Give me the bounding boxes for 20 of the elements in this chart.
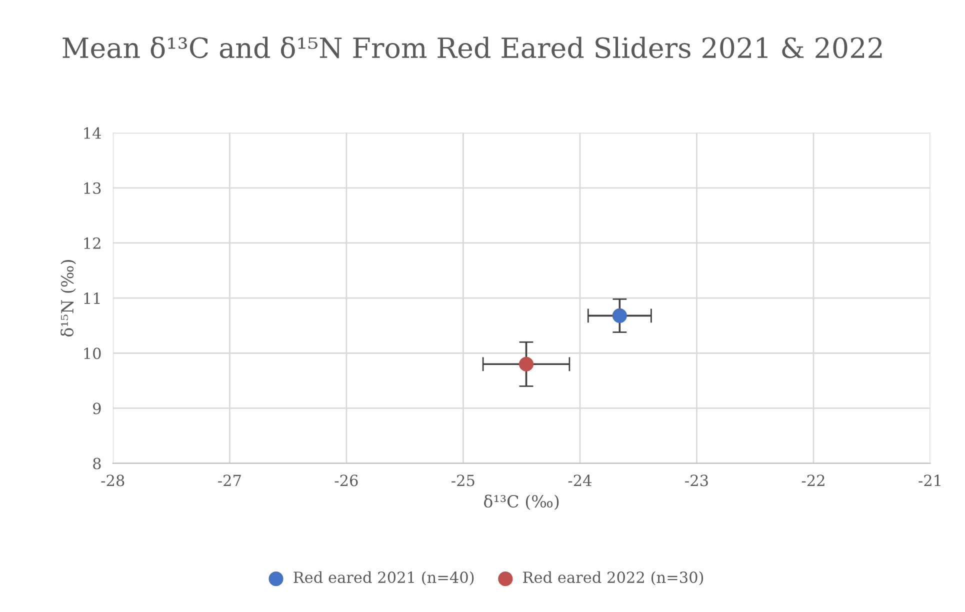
y-tick-label: 12 <box>84 237 100 249</box>
legend-label: Red eared 2021 (n=40) <box>294 571 474 586</box>
x-tick-label: -21 <box>918 474 940 486</box>
x-tick-label: -23 <box>685 474 708 486</box>
y-tick-label: 14 <box>84 127 102 139</box>
x-tick-label: -28 <box>101 474 124 486</box>
y-tick-label: 13 <box>84 182 101 194</box>
legend-label: Red eared 2022 (n=30) <box>523 571 704 586</box>
y-tick-label: 8 <box>93 458 101 470</box>
y-axis-title: δ¹⁵N (‰) <box>60 260 76 337</box>
y-tick-label: 9 <box>93 402 101 414</box>
x-tick-label: -22 <box>802 474 824 486</box>
y-tick-label: 11 <box>84 292 100 304</box>
x-tick-label: -26 <box>334 474 358 486</box>
y-tick-label: 10 <box>84 348 101 360</box>
x-tick-label: -27 <box>218 474 241 486</box>
x-tick-label: -24 <box>568 474 592 486</box>
x-tick-label: -25 <box>452 474 474 486</box>
chart-title: Mean δ¹³C and δ¹⁵N From Red Eared Sliders 2021 & 2022 <box>62 36 882 58</box>
x-axis-title: δ¹³C (‰) <box>484 494 559 510</box>
